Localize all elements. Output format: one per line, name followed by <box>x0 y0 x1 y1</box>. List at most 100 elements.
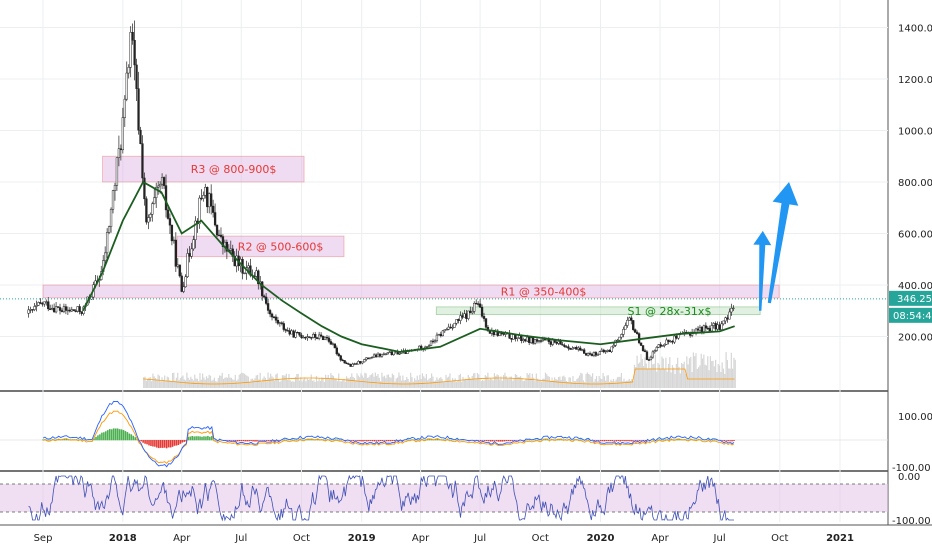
zones-layer: R3 @ 800-900$ R2 @ 500-600$ R1 @ 350-400… <box>42 155 780 318</box>
macd-histogram-bar <box>690 438 692 441</box>
macd-histogram-bar <box>479 440 482 442</box>
volume-bar <box>161 377 163 388</box>
time-tick: Sep <box>34 533 53 544</box>
volume-bar <box>458 375 460 388</box>
macd-histogram-bar <box>362 440 364 442</box>
macd-histogram-bar <box>566 439 568 441</box>
candle-body <box>127 67 130 74</box>
volume-bar <box>194 374 196 388</box>
candle-body <box>639 342 643 346</box>
volume-bar <box>322 378 324 388</box>
macd-histogram-bar <box>642 440 645 441</box>
volume-bar <box>280 380 282 388</box>
macd-histogram-bar <box>250 440 252 441</box>
candle-body <box>488 330 492 334</box>
volume-bar <box>202 373 204 388</box>
candle-body <box>162 177 166 186</box>
candle-body <box>353 363 356 365</box>
candle-body <box>68 309 71 312</box>
candle-body <box>696 328 700 331</box>
macd-histogram-bar <box>230 440 233 441</box>
candle-body <box>78 306 81 312</box>
volume-bar <box>343 379 345 388</box>
candle-body <box>70 309 73 312</box>
candle-body <box>441 330 444 337</box>
volume-bar <box>537 378 539 388</box>
candle-body <box>288 330 291 335</box>
candle-body <box>663 344 666 346</box>
macd-histogram-bar <box>456 439 459 441</box>
macd-histogram-bar <box>629 440 631 442</box>
stoch-band <box>0 484 888 512</box>
candle-body <box>620 334 623 338</box>
candle-body <box>598 351 602 355</box>
macd-histogram-bar <box>248 440 250 442</box>
macd-histogram-bar <box>63 438 66 441</box>
macd-histogram-bar <box>727 440 729 442</box>
volume-bar <box>695 353 697 388</box>
macd-histogram-bar <box>226 440 229 441</box>
candle-body <box>463 313 466 318</box>
volume-bar <box>314 381 316 388</box>
volume-bar <box>462 376 464 388</box>
volume-bar <box>391 373 393 388</box>
macd-histogram-bar <box>605 440 608 442</box>
volume-bar <box>599 378 602 388</box>
volume-bar <box>666 371 668 388</box>
macd-histogram-bar <box>181 440 184 443</box>
candle-body <box>270 313 274 318</box>
volume-bar <box>362 377 365 388</box>
macd-histogram-bar <box>725 440 727 441</box>
volume-bar <box>457 380 459 388</box>
macd-histogram-bar <box>281 439 284 441</box>
macd-histogram-bar <box>715 439 718 441</box>
volume-bar <box>732 368 734 388</box>
volume-bar <box>662 358 664 388</box>
volume-bar <box>147 379 149 388</box>
volume-bar <box>691 372 693 388</box>
volume-bar <box>297 373 299 388</box>
volume-bar <box>589 374 591 388</box>
candle-body <box>378 353 382 357</box>
volume-bar <box>496 374 498 388</box>
candle-body <box>437 333 441 336</box>
volume-bar <box>393 375 395 388</box>
time-tick: Apr <box>412 533 430 544</box>
macd-histogram-bar <box>678 438 680 441</box>
candle-body <box>659 344 662 347</box>
volume-bar <box>712 360 714 388</box>
macd-histogram-bar <box>97 435 99 441</box>
candle-body <box>624 325 627 330</box>
candle-body <box>673 335 676 343</box>
macd-histogram-bar <box>354 440 356 441</box>
macd-histogram-bar <box>401 440 404 441</box>
volume-bar <box>552 380 554 388</box>
macd-histogram-bar <box>122 430 125 441</box>
macd-histogram-bar <box>120 429 123 441</box>
volume-bar <box>394 381 396 388</box>
candle-body <box>533 339 537 344</box>
volume-bar <box>225 377 227 388</box>
candle-body <box>341 359 344 362</box>
macd-histogram-bar <box>356 440 358 441</box>
macd-histogram-bar <box>124 431 127 441</box>
volume-bar <box>166 376 168 388</box>
volume-bar <box>491 378 493 388</box>
macd-histogram-bar <box>344 440 347 441</box>
candle-body <box>724 317 727 322</box>
volume-bar <box>321 377 323 388</box>
macd-histogram-bar <box>207 435 209 441</box>
candle-body <box>56 306 60 308</box>
volume-bar <box>222 378 225 388</box>
candle-body <box>29 309 32 311</box>
candle-body <box>622 329 625 335</box>
candle-body <box>539 340 543 342</box>
volume-bar <box>386 374 388 388</box>
macd-histogram-bar <box>505 440 508 442</box>
candle-body <box>655 347 658 351</box>
macd-histogram-bar <box>108 429 111 441</box>
volume-bar <box>578 375 581 388</box>
candle-body <box>49 308 52 310</box>
candle-body <box>168 218 172 226</box>
candle-body <box>480 306 484 317</box>
